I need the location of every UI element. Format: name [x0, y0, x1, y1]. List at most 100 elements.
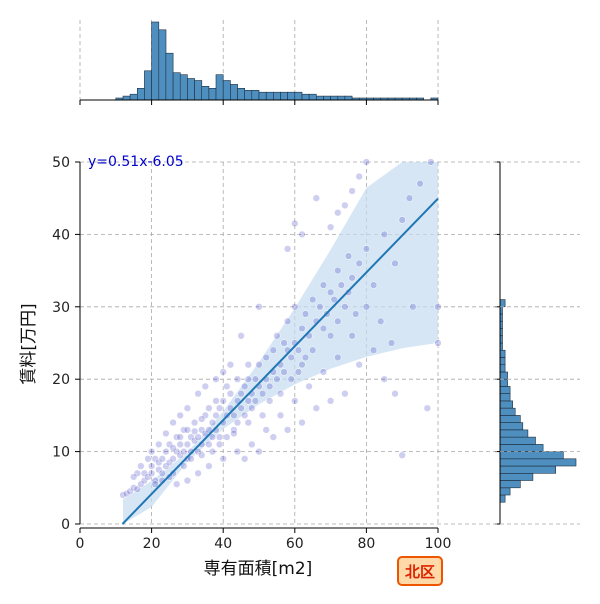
scatter-point — [233, 375, 242, 383]
scatter-point — [244, 397, 252, 405]
top-hist-bar — [301, 93, 310, 101]
scatter-point — [241, 382, 249, 391]
scatter-point — [137, 462, 145, 470]
scatter-point — [230, 429, 238, 438]
top-hist-bar — [230, 84, 238, 101]
scatter-point — [233, 447, 242, 456]
scatter-point — [423, 404, 431, 412]
x-tick-label: 20 — [143, 536, 161, 552]
scatter-point — [377, 317, 385, 325]
scatter-point — [266, 397, 274, 405]
y-axis-title: 賃料[万円] — [19, 303, 39, 384]
scatter-point — [398, 451, 406, 459]
scatter-point — [237, 332, 245, 340]
scatter-point — [309, 346, 317, 354]
scatter-point — [298, 324, 306, 333]
right-hist-bar — [499, 299, 506, 308]
scatter-point — [344, 252, 353, 260]
top-hist-bar — [208, 88, 217, 101]
scatter-point — [198, 451, 206, 459]
scatter-point — [180, 447, 188, 456]
scatter-point — [352, 310, 360, 318]
scatter-point — [283, 317, 292, 325]
scatter-point — [198, 415, 206, 423]
x-tick-label: 80 — [357, 536, 375, 552]
scatter-point — [169, 455, 177, 463]
scatter-point — [341, 303, 349, 311]
scatter-point — [334, 353, 342, 362]
main-grid — [80, 161, 580, 525]
top-hist-bar — [187, 78, 195, 101]
scatter-point — [133, 485, 141, 493]
scatter-point — [391, 259, 399, 268]
scatter-point — [262, 426, 270, 434]
scatter-point — [258, 390, 267, 398]
scatter-point — [355, 172, 363, 181]
y-tick-label: 0 — [61, 517, 70, 533]
right-histogram — [495, 161, 577, 525]
scatter-point — [380, 230, 388, 239]
top-hist-bar — [330, 95, 339, 101]
scatter-point — [205, 462, 213, 470]
top-hist-bar — [315, 95, 324, 101]
scatter-point — [237, 390, 245, 398]
scatter-point — [183, 404, 192, 412]
scatter-point — [208, 433, 217, 441]
scatter-point — [173, 480, 181, 488]
scatter-point — [169, 418, 177, 427]
top-hist-bar — [172, 72, 181, 101]
scatter-point — [391, 390, 399, 398]
scatter-point — [158, 455, 166, 463]
regression-line-group — [121, 197, 439, 525]
scatter-point — [269, 433, 277, 441]
right-hist-bar — [499, 472, 534, 481]
top-hist-bar — [144, 70, 152, 101]
scatter-point — [369, 346, 378, 354]
scatter-point — [355, 361, 363, 369]
top-hist-bar — [294, 91, 303, 101]
right-hist-bar — [499, 386, 511, 394]
scatter-point — [205, 440, 213, 449]
scatter-point — [130, 473, 138, 481]
top-hist-bar — [337, 95, 346, 101]
x-tick-label: 40 — [214, 536, 232, 552]
scatter-point — [190, 427, 199, 435]
top-hist-bar — [323, 95, 331, 101]
top-histogram — [79, 20, 439, 105]
right-hist-bar — [499, 451, 564, 460]
right-hist-bar — [499, 378, 508, 387]
scatter-point — [387, 339, 396, 347]
scatter-point — [212, 411, 220, 420]
scatter-point — [348, 332, 356, 340]
scatter-point — [155, 440, 163, 449]
right-hist-bar — [499, 480, 521, 489]
scatter-point — [337, 281, 345, 289]
top-hist-bar — [308, 93, 317, 101]
right-hist-bar — [499, 465, 557, 474]
right-hist-bar — [499, 444, 544, 452]
right-hist-bar — [499, 349, 506, 358]
scatter-point — [427, 158, 435, 166]
top-hist-bar — [201, 86, 210, 101]
top-hist-bar — [129, 93, 138, 101]
scatter-point — [233, 418, 242, 427]
scatter-point — [183, 476, 192, 485]
right-hist-bar — [499, 429, 529, 438]
scatter-point — [255, 361, 263, 369]
top-hist-bar — [272, 91, 281, 101]
scatter-point — [169, 444, 177, 452]
top-hist-bar — [151, 21, 160, 101]
scatter-point — [334, 266, 342, 275]
scatter-point — [326, 288, 335, 296]
scatter-point — [241, 411, 249, 420]
scatter-point — [158, 469, 166, 477]
right-hist-bar — [499, 364, 506, 373]
scatter-point — [176, 440, 184, 449]
scatter-point — [122, 489, 131, 498]
scatter-point — [273, 332, 281, 340]
scatter-point — [144, 455, 152, 463]
tick-labels: 0 20 40 60 80 100 0 10 20 30 40 50 — [52, 155, 451, 552]
scatter-point — [244, 375, 252, 383]
right-hist-bar — [499, 407, 516, 416]
